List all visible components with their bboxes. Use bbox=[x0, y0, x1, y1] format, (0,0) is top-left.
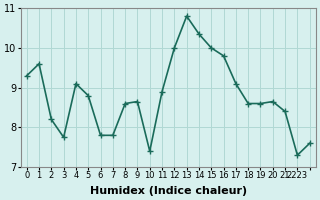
X-axis label: Humidex (Indice chaleur): Humidex (Indice chaleur) bbox=[90, 186, 247, 196]
